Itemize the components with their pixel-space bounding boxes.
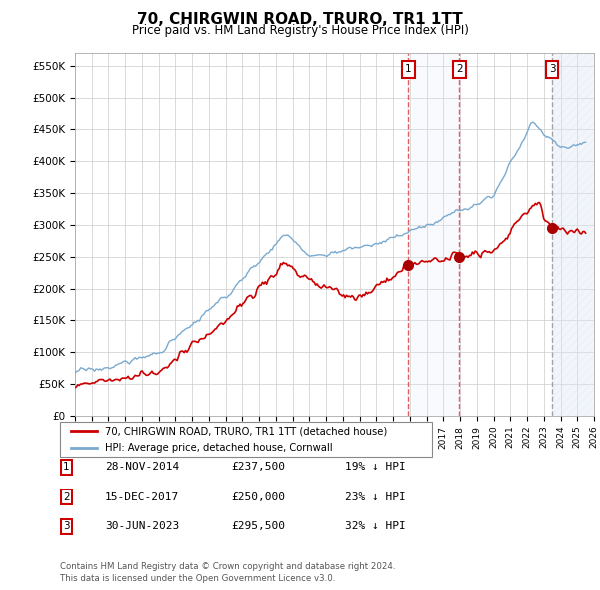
Text: 2: 2 (456, 64, 463, 74)
Text: £250,000: £250,000 (231, 492, 285, 502)
FancyBboxPatch shape (61, 460, 72, 475)
Text: 2: 2 (63, 492, 70, 502)
Text: Contains HM Land Registry data © Crown copyright and database right 2024.
This d: Contains HM Land Registry data © Crown c… (60, 562, 395, 583)
Text: 70, CHIRGWIN ROAD, TRURO, TR1 1TT: 70, CHIRGWIN ROAD, TRURO, TR1 1TT (137, 12, 463, 27)
Text: 15-DEC-2017: 15-DEC-2017 (105, 492, 179, 502)
Text: 19% ↓ HPI: 19% ↓ HPI (345, 463, 406, 472)
Text: £237,500: £237,500 (231, 463, 285, 472)
Text: 23% ↓ HPI: 23% ↓ HPI (345, 492, 406, 502)
FancyBboxPatch shape (61, 519, 72, 534)
Text: 32% ↓ HPI: 32% ↓ HPI (345, 522, 406, 531)
Bar (552, 53, 594, 416)
Text: Price paid vs. HM Land Registry's House Price Index (HPI): Price paid vs. HM Land Registry's House … (131, 24, 469, 37)
Bar (409, 53, 460, 416)
Text: 1: 1 (405, 64, 412, 74)
Text: 3: 3 (548, 64, 555, 74)
FancyBboxPatch shape (60, 422, 432, 457)
Text: £295,500: £295,500 (231, 522, 285, 531)
Text: 1: 1 (63, 463, 70, 472)
Text: 28-NOV-2014: 28-NOV-2014 (105, 463, 179, 472)
Text: HPI: Average price, detached house, Cornwall: HPI: Average price, detached house, Corn… (104, 444, 332, 453)
Text: 30-JUN-2023: 30-JUN-2023 (105, 522, 179, 531)
Text: 3: 3 (63, 522, 70, 531)
Text: 70, CHIRGWIN ROAD, TRURO, TR1 1TT (detached house): 70, CHIRGWIN ROAD, TRURO, TR1 1TT (detac… (104, 427, 387, 437)
FancyBboxPatch shape (61, 489, 72, 504)
